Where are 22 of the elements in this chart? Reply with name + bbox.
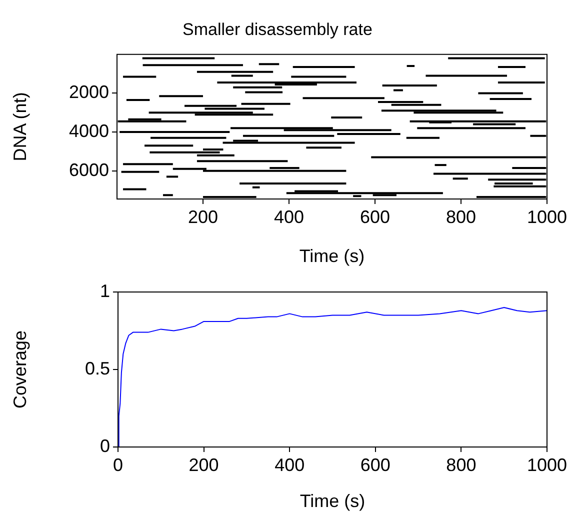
x-tick-label: 1000 — [526, 454, 568, 475]
x-axis-title: Time (s) — [300, 491, 366, 512]
x-tick-label: 1000 — [526, 206, 568, 227]
y-tick-label: 2000 — [68, 82, 109, 102]
x-tick-label: 200 — [188, 454, 219, 475]
y-axis-title: DNA (nt) — [10, 92, 30, 162]
y-tick-label: 4000 — [68, 121, 109, 142]
y-axis-title: Coverage — [10, 330, 30, 409]
y-tick-label: 1 — [100, 280, 110, 301]
x-tick-label: 0 — [112, 454, 124, 475]
x-tick-label: 400 — [274, 454, 305, 475]
y-tick-label: 0.5 — [84, 358, 110, 378]
x-tick-label: 600 — [360, 454, 390, 475]
x-axis-title: Time (s) — [299, 246, 365, 266]
x-tick-label: 600 — [360, 206, 390, 227]
y-tick-label: 6000 — [68, 160, 109, 180]
x-tick-label: 200 — [188, 206, 218, 227]
chart-title: Smaller disassembly rate — [182, 20, 372, 39]
x-tick-label: 800 — [446, 206, 476, 227]
x-tick-label: 400 — [274, 206, 304, 227]
x-tick-label: 800 — [446, 454, 476, 475]
y-tick-label: 0 — [100, 436, 110, 456]
